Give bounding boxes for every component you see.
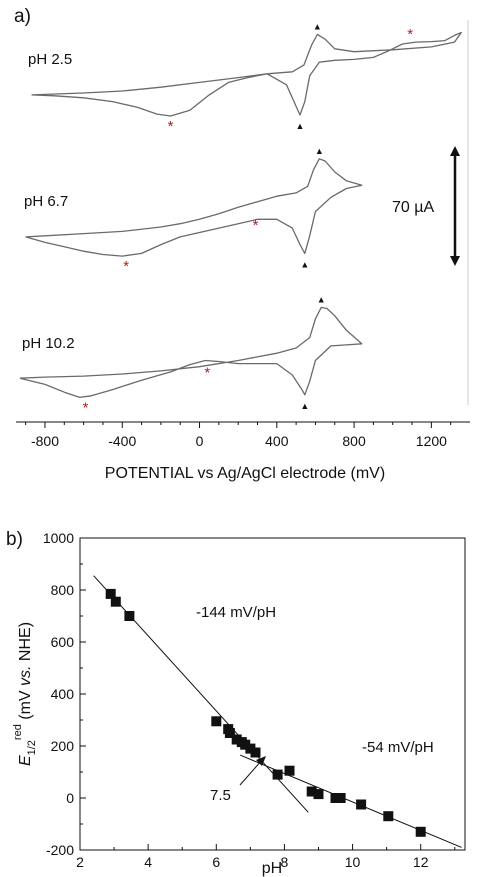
star-marker: * — [123, 258, 129, 275]
fit-annotations: -144 mV/pH -54 mV/pH 7.5 — [196, 604, 434, 804]
star-marker: * — [204, 365, 210, 382]
star-marker: * — [168, 118, 174, 135]
data-point — [272, 769, 283, 780]
y-tick-label: 1000 — [43, 530, 74, 546]
triangle-marker: ▲ — [313, 21, 322, 31]
cv-panel: a) pH 2.5 pH 6.7 pH 10.2 * * ▲ ▲ * * ▲ ▲ * * ▲ ▲ 70 µ… — [14, 6, 470, 482]
x-tick-label: 4 — [144, 854, 152, 870]
x-tick-label: 10 — [345, 854, 361, 870]
cv-x-axis-title: POTENTIAL vs Ag/AgCl electrode (mV) — [105, 465, 385, 482]
x-tick-label: 800 — [342, 433, 366, 449]
y-tick-label: 0 — [66, 790, 74, 806]
ph-x-axis-title: pH — [262, 860, 282, 877]
cv-curve — [25, 158, 363, 257]
cv-series-labels: pH 2.5 pH 6.7 pH 10.2 — [22, 51, 75, 352]
data-point — [330, 793, 341, 803]
intersection-arrow-shaft — [239, 759, 263, 786]
x-tick-label: -400 — [108, 433, 136, 449]
triangle-marker: ▲ — [300, 401, 309, 411]
x-tick-label: 12 — [413, 854, 429, 870]
data-point — [110, 596, 121, 607]
star-marker: * — [407, 26, 413, 43]
x-tick-label: 2 — [76, 854, 84, 870]
data-point — [231, 734, 242, 745]
slope-label-base: -54 mV/pH — [362, 739, 434, 756]
star-marker: * — [253, 217, 259, 234]
panel-b-label: b) — [6, 529, 23, 550]
ph-y-ticks: -200 0 200 400 600 800 1000 — [43, 530, 86, 858]
intersection-label: 7.5 — [210, 787, 231, 804]
data-point — [335, 793, 346, 803]
data-point — [224, 728, 235, 738]
current-scale-bar — [450, 146, 460, 266]
x-tick-label: 1200 — [416, 433, 447, 449]
ph-x-ticks: 2 4 6 8 10 12 — [76, 844, 456, 870]
y-tick-label: 200 — [51, 738, 75, 754]
scale-bar-label: 70 µA — [392, 199, 434, 216]
triangle-marker: ▲ — [300, 259, 309, 269]
data-point — [240, 739, 251, 750]
data-point — [250, 747, 261, 758]
y-tick-label: 400 — [51, 686, 75, 702]
x-tick-label: 400 — [265, 433, 289, 449]
data-point — [356, 799, 367, 810]
cv-peak-markers: * * ▲ ▲ * * ▲ ▲ * * ▲ ▲ — [83, 21, 414, 416]
y-tick-label: 800 — [51, 582, 75, 598]
plot-frame — [79, 537, 466, 851]
data-points — [105, 588, 426, 837]
triangle-marker: ▲ — [296, 121, 305, 131]
series-label: pH 10.2 — [22, 335, 75, 352]
cv-x-ticks: -800 -400 0 400 800 1200 — [25, 422, 452, 449]
data-point — [124, 611, 135, 621]
data-point — [415, 826, 426, 837]
y-tick-label: 600 — [51, 634, 75, 650]
panel-a-label: a) — [14, 6, 31, 27]
triangle-marker: ▲ — [315, 146, 324, 156]
cv-curve — [31, 31, 462, 117]
data-point — [313, 789, 324, 800]
data-point — [105, 588, 116, 599]
data-point — [284, 765, 295, 776]
x-tick-label: 0 — [196, 433, 204, 449]
ph-panel: b) -200 0 200 400 600 800 1000 2 4 6 8 10 12 -144 m… — [6, 529, 466, 877]
data-point — [383, 811, 394, 822]
x-tick-label: 6 — [212, 854, 220, 870]
data-point — [245, 743, 256, 754]
series-label: pH 6.7 — [24, 193, 68, 210]
slope-label-acid: -144 mV/pH — [196, 604, 276, 621]
fit-lines — [93, 575, 462, 848]
data-point — [306, 786, 317, 797]
x-tick-label: 8 — [281, 854, 289, 870]
series-label: pH 2.5 — [28, 51, 72, 68]
y-tick-label: -200 — [46, 842, 74, 858]
cv-curve — [19, 306, 363, 399]
cv-curves-group — [19, 31, 462, 399]
star-marker: * — [83, 399, 89, 416]
data-point — [211, 716, 222, 727]
ph-y-axis-title: E1/2red (mV vs. NHE) — [12, 622, 38, 766]
fit-line — [239, 754, 462, 848]
intersection-arrow-head — [256, 756, 266, 766]
triangle-marker: ▲ — [317, 294, 326, 304]
x-tick-label: -800 — [31, 433, 59, 449]
